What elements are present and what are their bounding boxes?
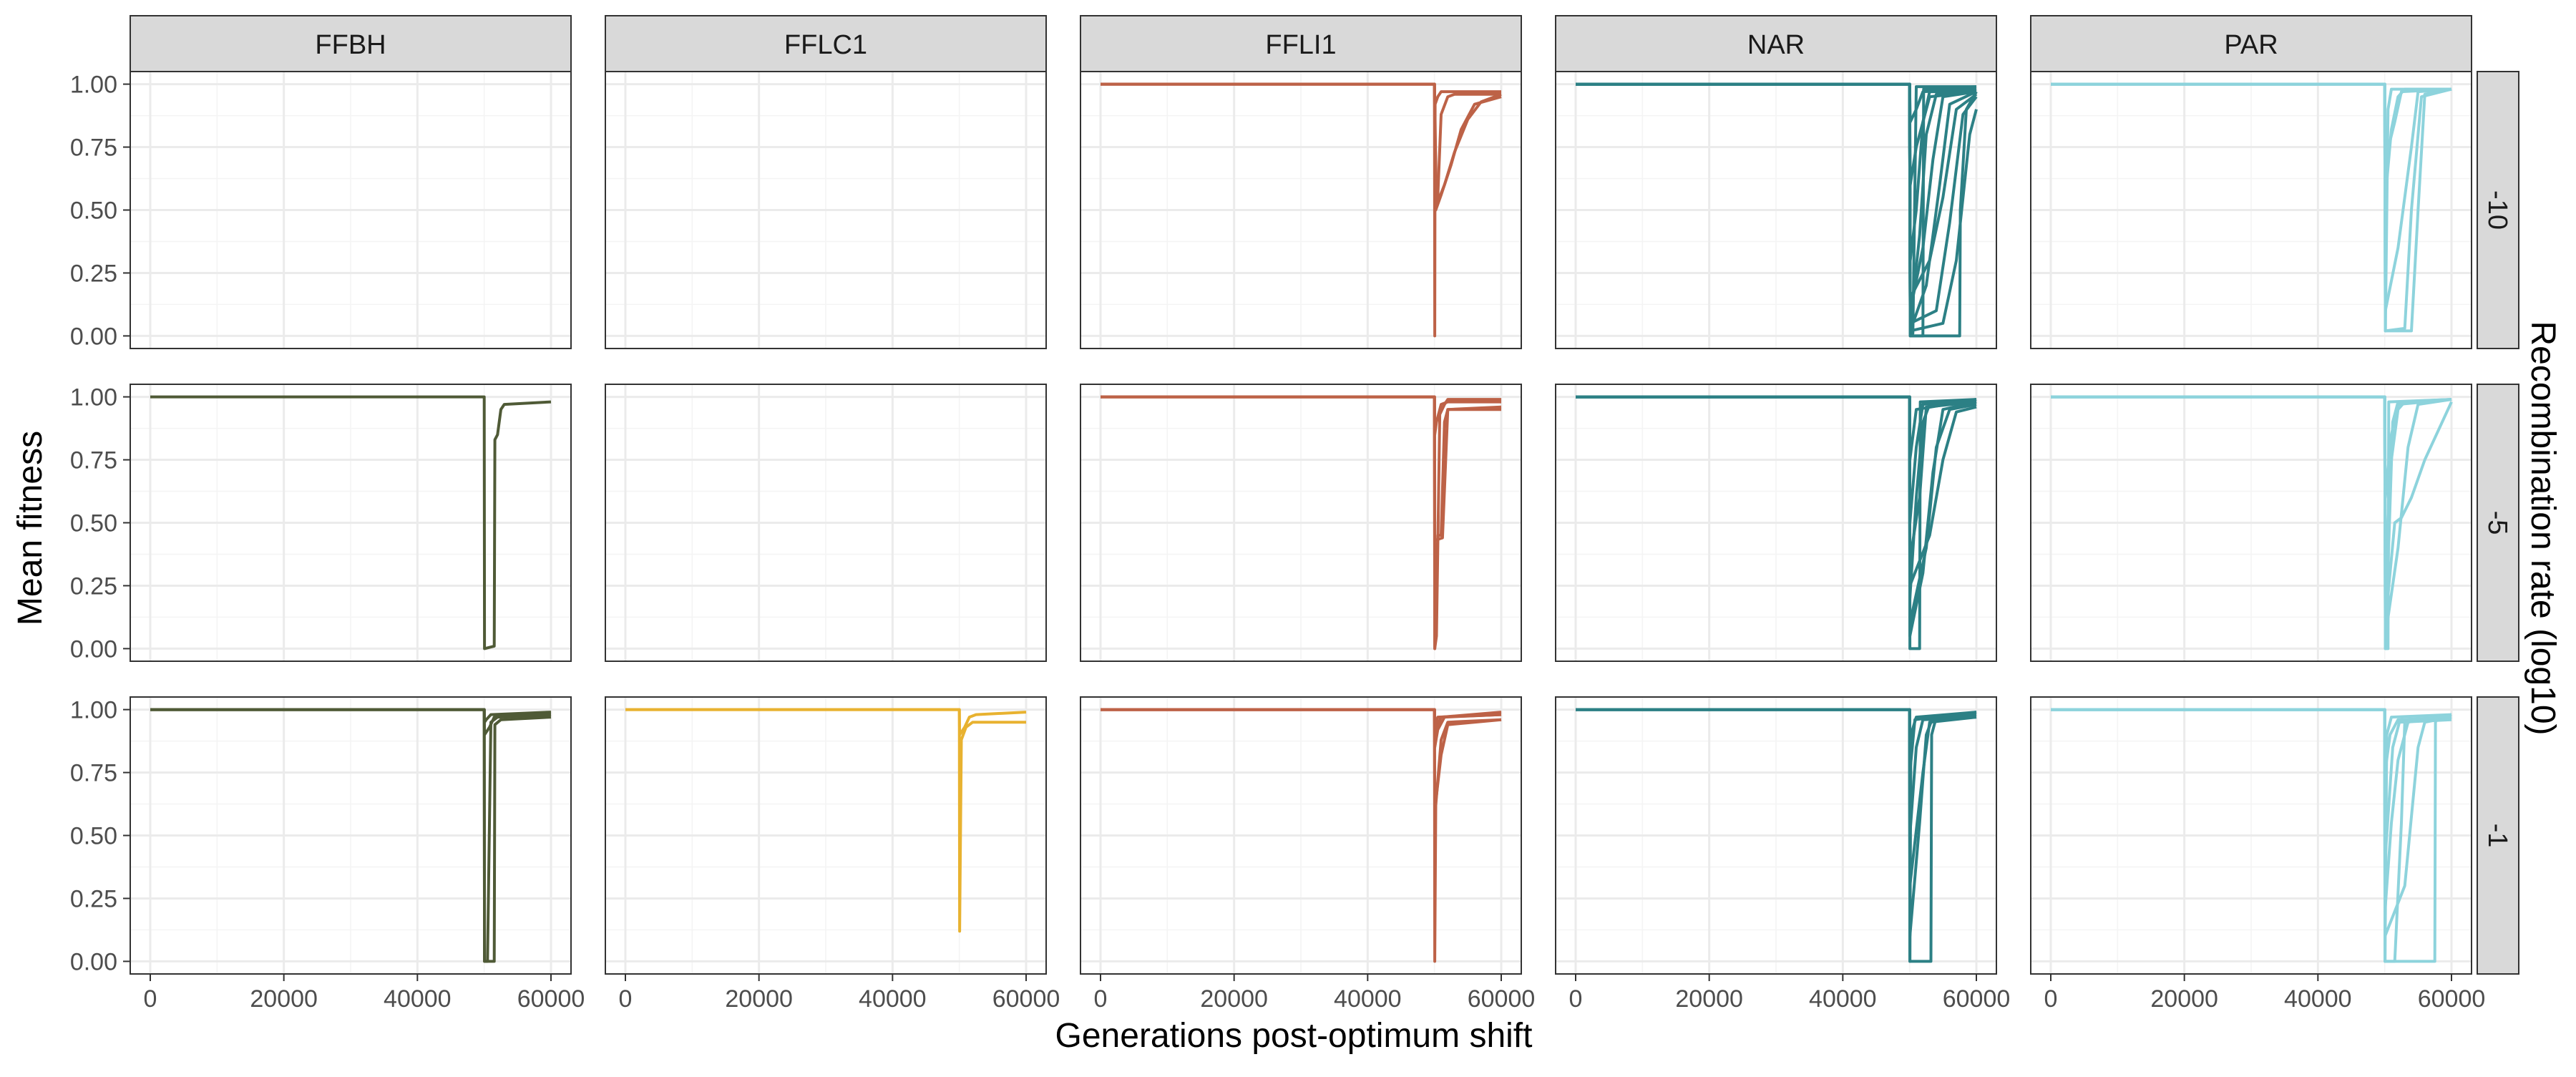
x-tick-label: 0	[1094, 985, 1108, 1013]
y-tick-label: 1.00	[70, 697, 117, 724]
series-line	[1576, 708, 1977, 774]
x-tick-label: 0	[1569, 985, 1583, 1013]
x-tick-label: 60000	[992, 985, 1060, 1013]
panel-ffli1-row-1	[1080, 384, 1522, 662]
x-tick-label: 60000	[2418, 985, 2486, 1013]
series-line	[1101, 82, 1502, 207]
x-tick-label: 40000	[384, 985, 452, 1013]
panel-fflc1-row-1	[605, 384, 1047, 662]
x-tick-label: 20000	[250, 985, 318, 1013]
series-line	[2051, 395, 2452, 650]
x-tick-label: 40000	[1809, 985, 1877, 1013]
y-axis-title: Mean fitness	[11, 431, 49, 625]
series-line	[2051, 708, 2452, 862]
panels-layer	[130, 71, 2472, 975]
axes-layer: 0.00 0.25 0.50 0.75 1.00 0.00 0.25 0.50 0.75 1.00…	[70, 72, 2485, 1013]
x-tick-label: 20000	[725, 985, 793, 1013]
panel-ffbh-row-2	[130, 696, 572, 975]
x-tick-label: 0	[2044, 985, 2058, 1013]
y-tick-label: 0.25	[70, 885, 117, 912]
row-strip	[2477, 384, 2519, 662]
panel-border	[1080, 384, 1522, 662]
panel-ffli1-row-2	[1080, 696, 1522, 975]
strips-layer: FFBH FFLC1 FFLI1 NAR PAR -10 -5 -1	[130, 15, 2519, 975]
series-line	[625, 708, 1027, 736]
y-tick-label: 1.00	[70, 72, 117, 99]
series-line	[1101, 708, 1502, 729]
row-strip-label: -1	[2482, 824, 2512, 848]
panel-border	[1555, 384, 1997, 662]
x-tick-label: 40000	[1334, 985, 1402, 1013]
column-strip-label: PAR	[2224, 30, 2278, 60]
y-tick-label: 0.50	[70, 823, 117, 850]
panel-nar-row-0	[1555, 71, 1997, 349]
row-strip-label: -5	[2482, 511, 2512, 535]
y-tick-label: 0.25	[70, 572, 117, 600]
row-strip-title: Recombination rate (log10)	[2524, 321, 2562, 736]
column-strip	[605, 15, 1047, 72]
panel-border	[2030, 696, 2472, 975]
panel-border	[1555, 696, 1997, 975]
series-line	[1101, 395, 1502, 542]
x-axis-title: Generations post-optimum shift	[1055, 1017, 1533, 1055]
panel-border	[605, 384, 1047, 662]
panel-par-row-2	[2030, 696, 2472, 975]
column-strip-label: FFLI1	[1265, 30, 1336, 60]
y-tick-label: 0.25	[70, 260, 117, 287]
column-strip	[2030, 15, 2472, 72]
y-tick-label: 1.00	[70, 384, 117, 411]
x-tick-label: 20000	[1200, 985, 1268, 1013]
x-tick-label: 0	[144, 985, 157, 1013]
x-tick-label: 60000	[1943, 985, 2011, 1013]
x-tick-label: 20000	[2150, 985, 2218, 1013]
panel-fflc1-row-2	[605, 696, 1047, 975]
x-tick-label: 40000	[859, 985, 927, 1013]
series-line	[150, 708, 552, 736]
series-line	[2051, 82, 2452, 162]
x-tick-label: 0	[619, 985, 633, 1013]
row-strip-label: -10	[2482, 190, 2512, 230]
x-tick-label: 60000	[517, 985, 585, 1013]
column-strip-label: NAR	[1747, 30, 1805, 60]
panel-nar-row-1	[1555, 384, 1997, 662]
y-tick-label: 0.75	[70, 447, 117, 474]
row-strip	[2477, 696, 2519, 975]
y-tick-label: 0.75	[70, 760, 117, 787]
y-tick-label: 0.50	[70, 198, 117, 225]
panel-nar-row-2	[1555, 696, 1997, 975]
series-line	[150, 395, 552, 650]
panel-ffbh-row-1	[130, 384, 572, 662]
y-tick-label: 0.00	[70, 635, 117, 663]
panel-border	[605, 696, 1047, 975]
column-strip	[1080, 15, 1522, 72]
row-strip	[2477, 71, 2519, 349]
panel-fflc1-row-0	[605, 71, 1047, 349]
panel-ffli1-row-0	[1080, 71, 1522, 349]
y-tick-label: 0.00	[70, 948, 117, 975]
y-tick-label: 0.50	[70, 510, 117, 537]
y-tick-label: 0.00	[70, 323, 117, 350]
column-strip	[130, 15, 572, 72]
panel-par-row-1	[2030, 384, 2472, 662]
column-strip	[1555, 15, 1997, 72]
x-tick-label: 20000	[1675, 985, 1743, 1013]
x-tick-label: 60000	[1468, 985, 1536, 1013]
panel-border	[1080, 696, 1522, 975]
panel-par-row-0	[2030, 71, 2472, 349]
y-tick-label: 0.75	[70, 135, 117, 162]
x-tick-label: 40000	[2284, 985, 2352, 1013]
series-line	[1576, 82, 1977, 124]
column-strip-label: FFBH	[315, 30, 386, 60]
series-line	[1576, 395, 1977, 562]
column-strip-label: FFLC1	[784, 30, 867, 60]
panel-ffbh-row-0	[130, 71, 572, 349]
panel-border	[2030, 384, 2472, 662]
